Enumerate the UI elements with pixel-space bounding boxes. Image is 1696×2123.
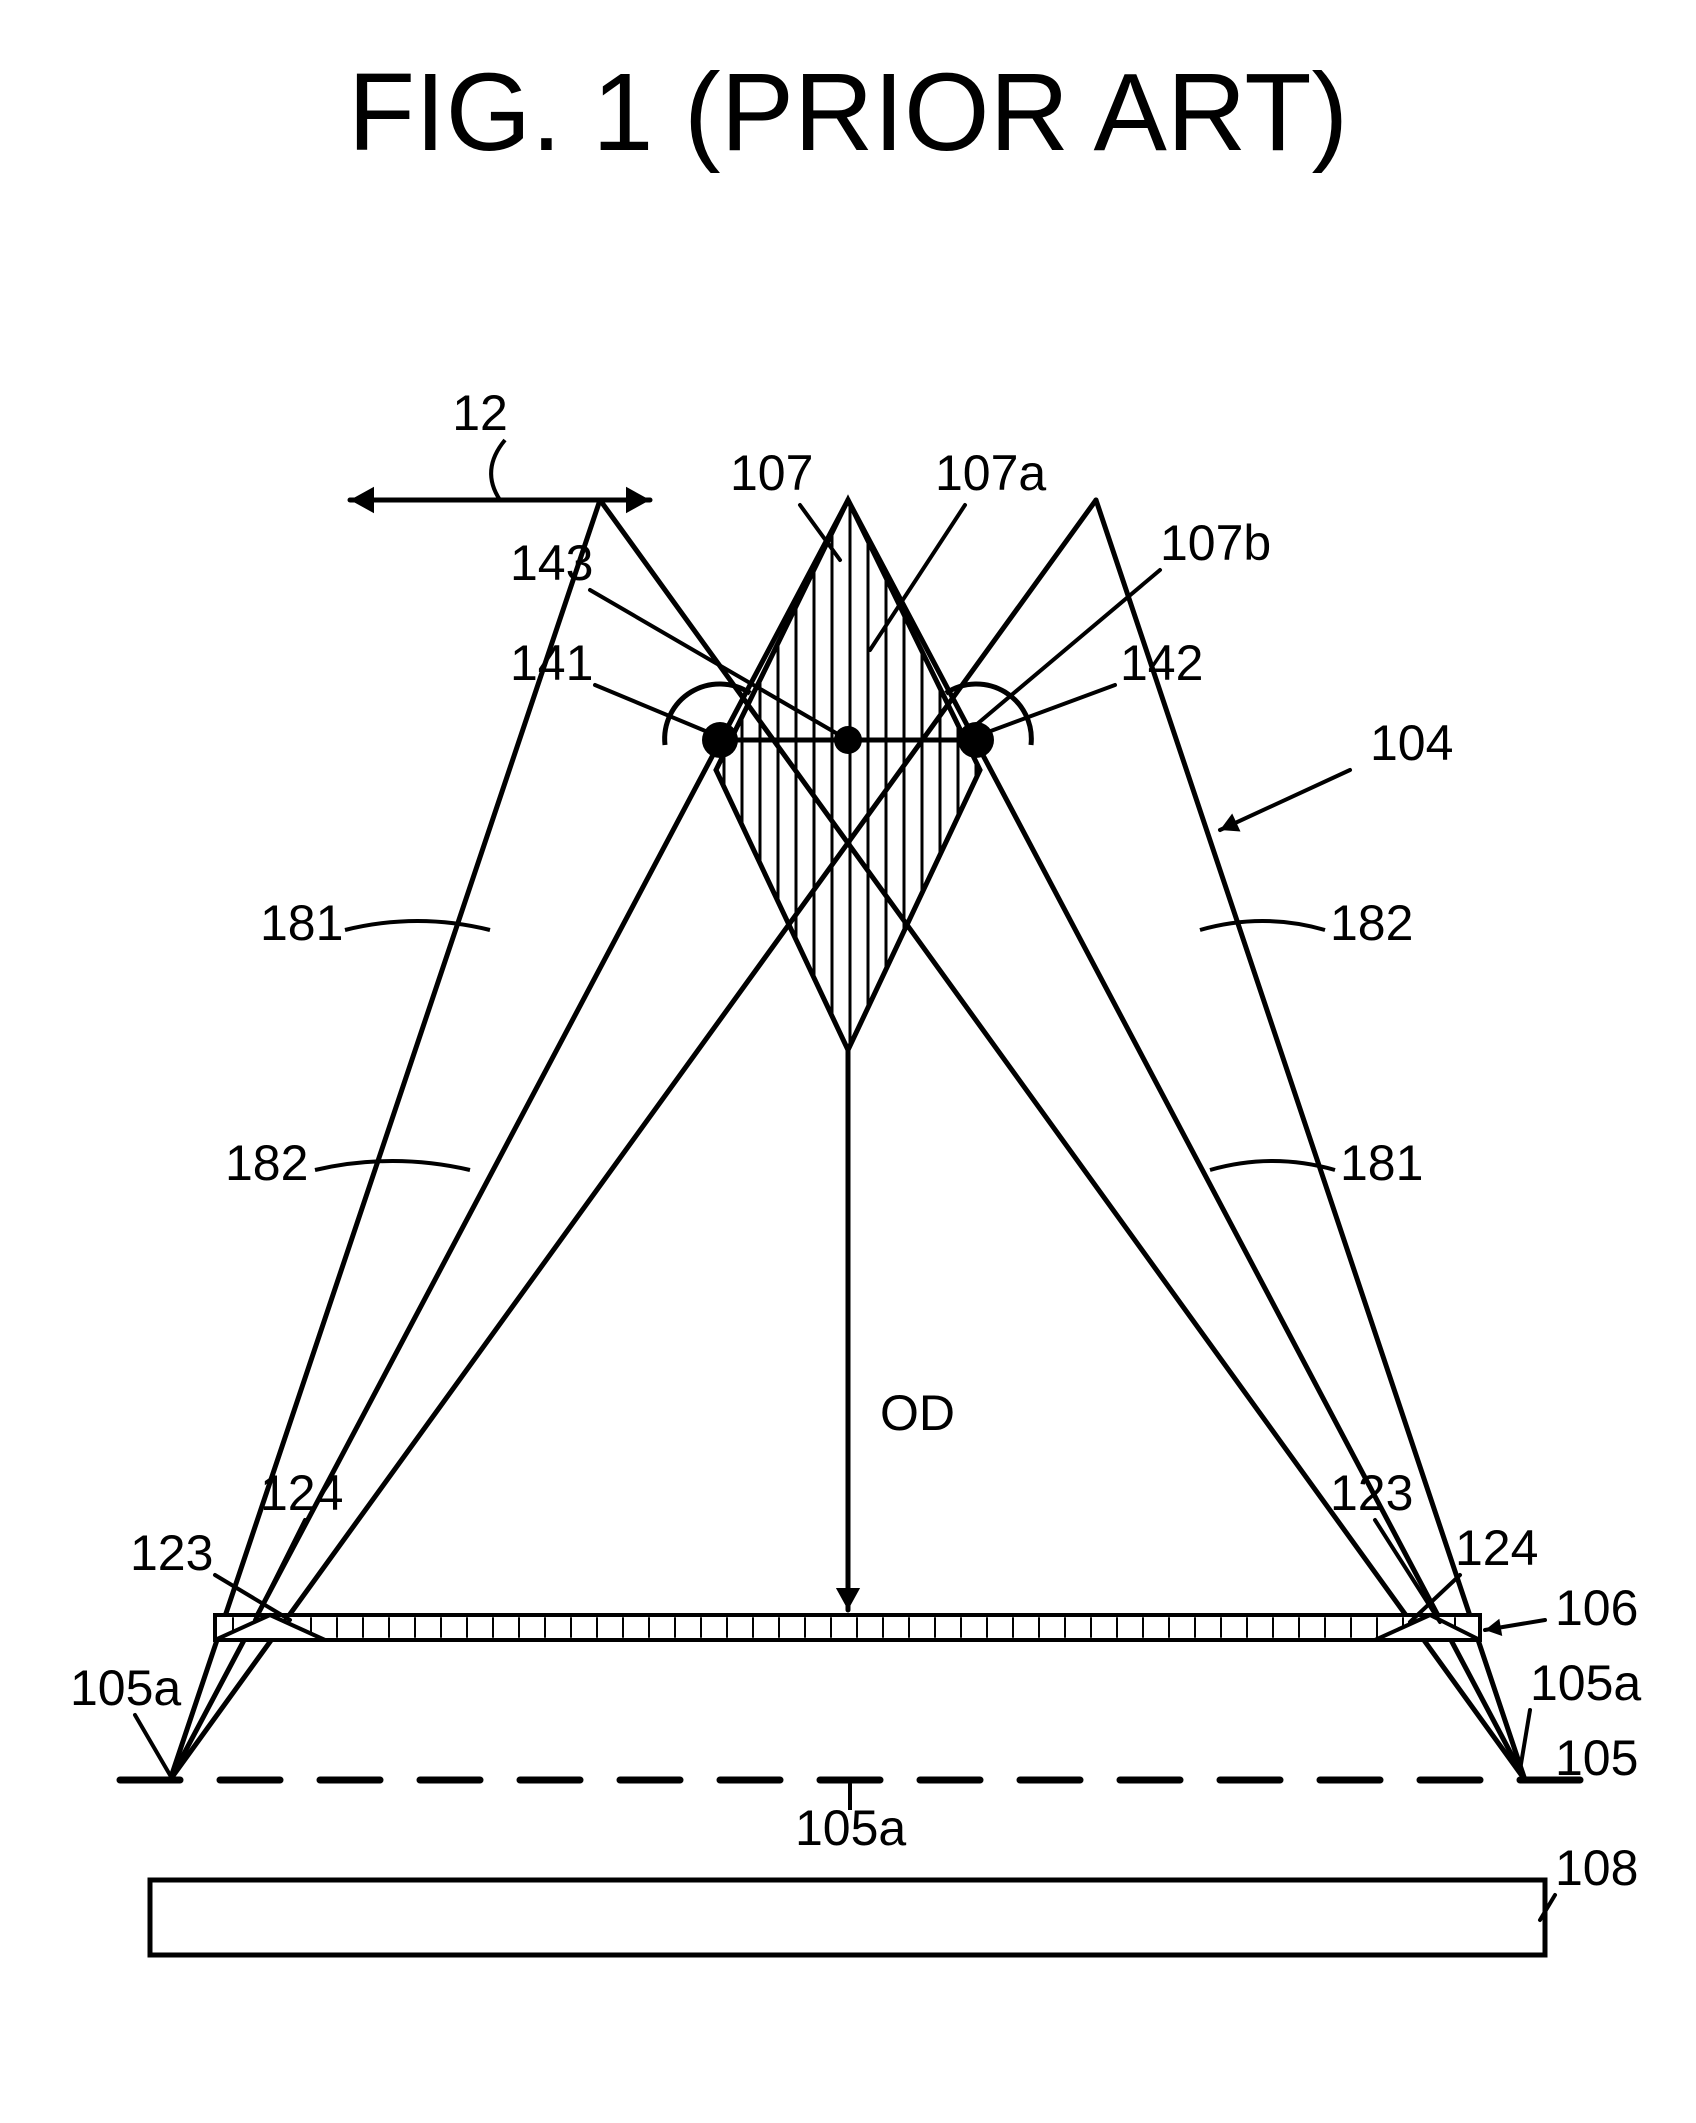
leader-105aL [135,1715,170,1775]
leader-105aR [1520,1710,1530,1770]
barrier-strip [215,1615,1480,1640]
label-182R: 182 [1330,895,1413,951]
leader-104 [1220,770,1350,830]
label-142: 142 [1120,635,1203,691]
label-107a: 107a [935,445,1046,501]
label-105aR: 105a [1530,1655,1641,1711]
label-141: 141 [510,635,593,691]
leader-143 [590,590,848,740]
leader-123R [1375,1520,1440,1622]
label-107: 107 [730,445,813,501]
label-123L: 123 [130,1525,213,1581]
figure-title: FIG. 1 (PRIOR ART) [348,51,1348,174]
label-143: 143 [510,535,593,591]
leader-142 [980,685,1115,735]
label-107b: 107b [1160,515,1271,571]
label-123R: 123 [1330,1465,1413,1521]
label-105: 105 [1555,1730,1638,1786]
label-105aL: 105a [70,1660,181,1716]
viewing-zone-hatch [706,490,976,1060]
leader-182L [315,1161,470,1170]
label-124L: 124 [260,1465,343,1521]
leader-141 [595,685,715,735]
label-12: 12 [452,385,508,441]
leader-181L [345,921,490,930]
backlight [150,1880,1545,1955]
label-108: 108 [1555,1840,1638,1896]
label-104: 104 [1370,715,1453,771]
label-od: OD [880,1385,955,1441]
label-106: 106 [1555,1580,1638,1636]
leader-182R [1200,921,1325,930]
label-182L: 182 [225,1135,308,1191]
label-181L: 181 [260,895,343,951]
label-124R: 124 [1455,1520,1538,1576]
label-181R: 181 [1340,1135,1423,1191]
